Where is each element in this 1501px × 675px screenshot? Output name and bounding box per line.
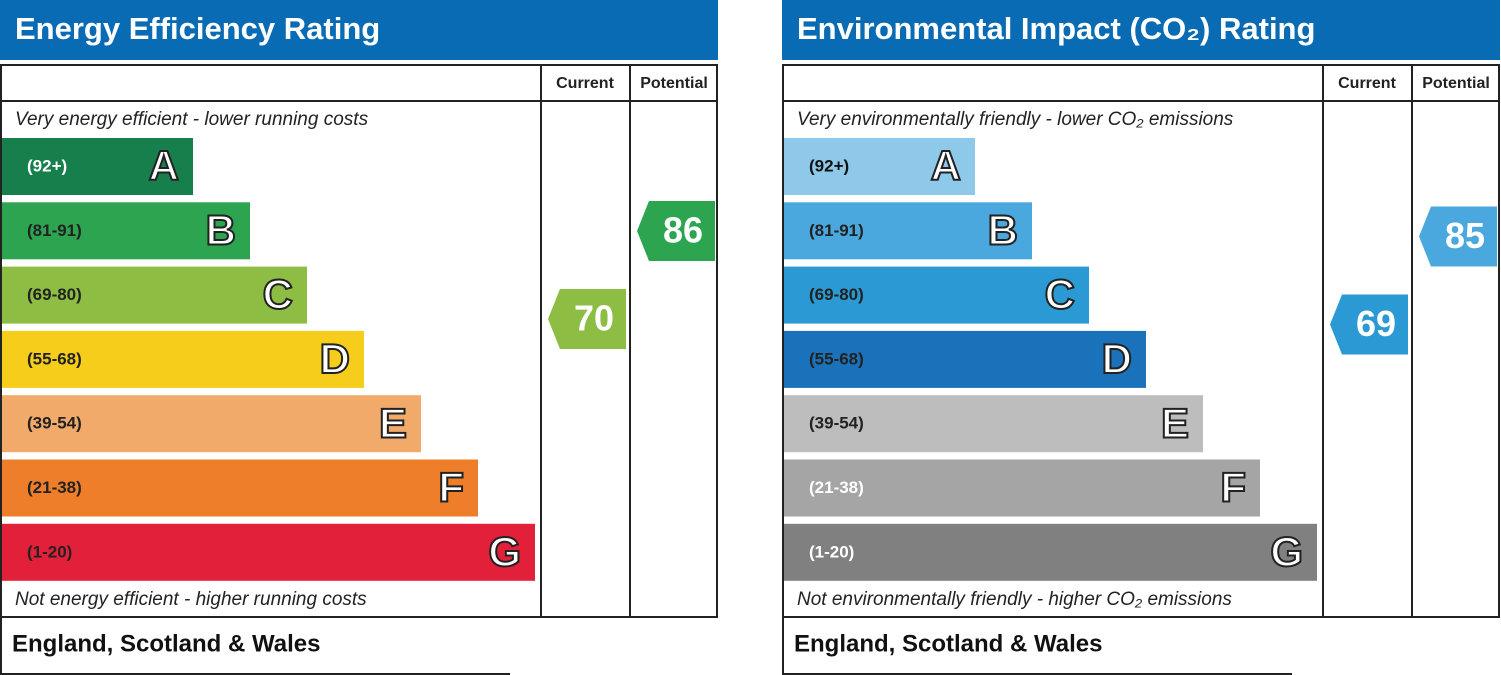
band-letter: B bbox=[988, 206, 1018, 253]
band-range: (92+) bbox=[809, 156, 849, 175]
band-range: (55-68) bbox=[809, 349, 864, 368]
band-letter: B bbox=[206, 206, 236, 253]
band-bar bbox=[784, 330, 1146, 388]
band-bar bbox=[784, 459, 1260, 517]
top-note: Very environmentally friendly - lower CO… bbox=[797, 109, 1234, 130]
band-letter: E bbox=[1161, 399, 1189, 446]
potential-arrow bbox=[637, 201, 715, 261]
band-letter: F bbox=[438, 464, 464, 511]
band-bar bbox=[784, 266, 1089, 324]
footer: England, Scotland & Wales bbox=[794, 630, 1102, 657]
band-bar bbox=[2, 459, 478, 517]
band-bar bbox=[784, 523, 1317, 581]
current-arrow bbox=[548, 289, 626, 349]
band-range: (39-54) bbox=[27, 414, 82, 433]
band-letter: F bbox=[1220, 464, 1246, 511]
footer: England, Scotland & Wales bbox=[12, 630, 320, 657]
panel-title: Energy Efficiency Rating bbox=[15, 11, 380, 46]
potential-rating: 85 bbox=[1445, 215, 1485, 256]
current-rating: 69 bbox=[1356, 303, 1396, 344]
header-current: Current bbox=[1338, 75, 1396, 92]
top-note: Very energy efficient - lower running co… bbox=[15, 109, 369, 130]
bottom-note: Not energy efficient - higher running co… bbox=[15, 589, 367, 610]
header-potential: Potential bbox=[640, 75, 708, 92]
band-letter: D bbox=[320, 335, 350, 382]
band-range: (69-80) bbox=[27, 285, 82, 304]
current-rating: 70 bbox=[574, 298, 614, 339]
header-current: Current bbox=[556, 75, 614, 92]
band-bar bbox=[2, 202, 250, 260]
band-range: (92+) bbox=[27, 156, 67, 175]
band-letter: A bbox=[931, 142, 961, 189]
band-letter: G bbox=[488, 528, 521, 575]
band-letter: G bbox=[1270, 528, 1303, 575]
band-range: (55-68) bbox=[27, 349, 82, 368]
band-range: (81-91) bbox=[27, 221, 82, 240]
band-bar bbox=[2, 266, 307, 324]
band-range: (21-38) bbox=[27, 478, 82, 497]
band-range: (1-20) bbox=[809, 542, 854, 561]
band-range: (69-80) bbox=[809, 285, 864, 304]
potential-rating: 86 bbox=[663, 210, 703, 251]
band-bar bbox=[784, 138, 975, 195]
band-bar bbox=[2, 395, 421, 453]
band-letter: A bbox=[149, 142, 179, 189]
band-range: (39-54) bbox=[809, 414, 864, 433]
band-bar bbox=[2, 523, 535, 581]
band-bar bbox=[784, 202, 1032, 260]
band-bar bbox=[2, 138, 193, 195]
band-bar bbox=[784, 395, 1203, 453]
band-letter: E bbox=[379, 399, 407, 446]
band-range: (1-20) bbox=[27, 542, 72, 561]
bottom-note: Not environmentally friendly - higher CO… bbox=[797, 589, 1232, 610]
title-bar bbox=[782, 0, 1500, 60]
band-range: (21-38) bbox=[809, 478, 864, 497]
band-letter: C bbox=[1045, 271, 1075, 318]
potential-arrow bbox=[1419, 206, 1497, 267]
band-letter: C bbox=[263, 271, 293, 318]
title-bar bbox=[0, 0, 718, 60]
band-letter: D bbox=[1102, 335, 1132, 382]
band-bar bbox=[2, 330, 364, 388]
current-arrow bbox=[1330, 294, 1408, 355]
band-range: (81-91) bbox=[809, 221, 864, 240]
header-potential: Potential bbox=[1422, 75, 1490, 92]
panel-title: Environmental Impact (CO₂) Rating bbox=[797, 11, 1315, 46]
